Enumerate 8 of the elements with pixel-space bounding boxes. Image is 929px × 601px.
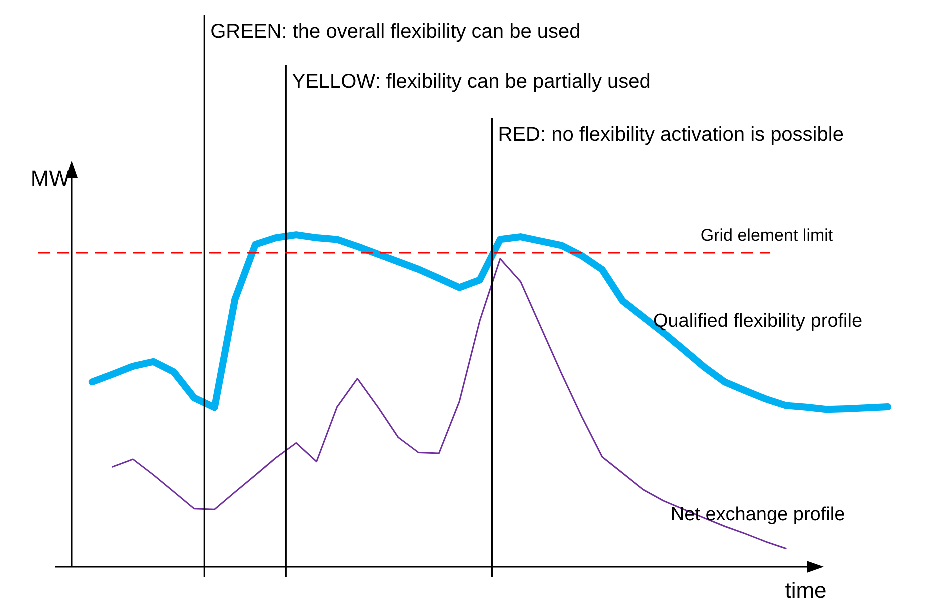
x-axis-title: time [785, 578, 827, 601]
text: GREEN: the overall flexibility can be used [210, 21, 581, 43]
series-label: Net exchange profile [670, 504, 846, 526]
text: YELLOW: flexibility can be partially used [292, 71, 651, 93]
ref-line-label: Grid element limit [700, 226, 834, 245]
text: RED: no flexibility activation is possible [498, 124, 844, 146]
y-axis-title: MW [30, 166, 70, 191]
series-label: Qualified flexibility profile [653, 311, 863, 332]
